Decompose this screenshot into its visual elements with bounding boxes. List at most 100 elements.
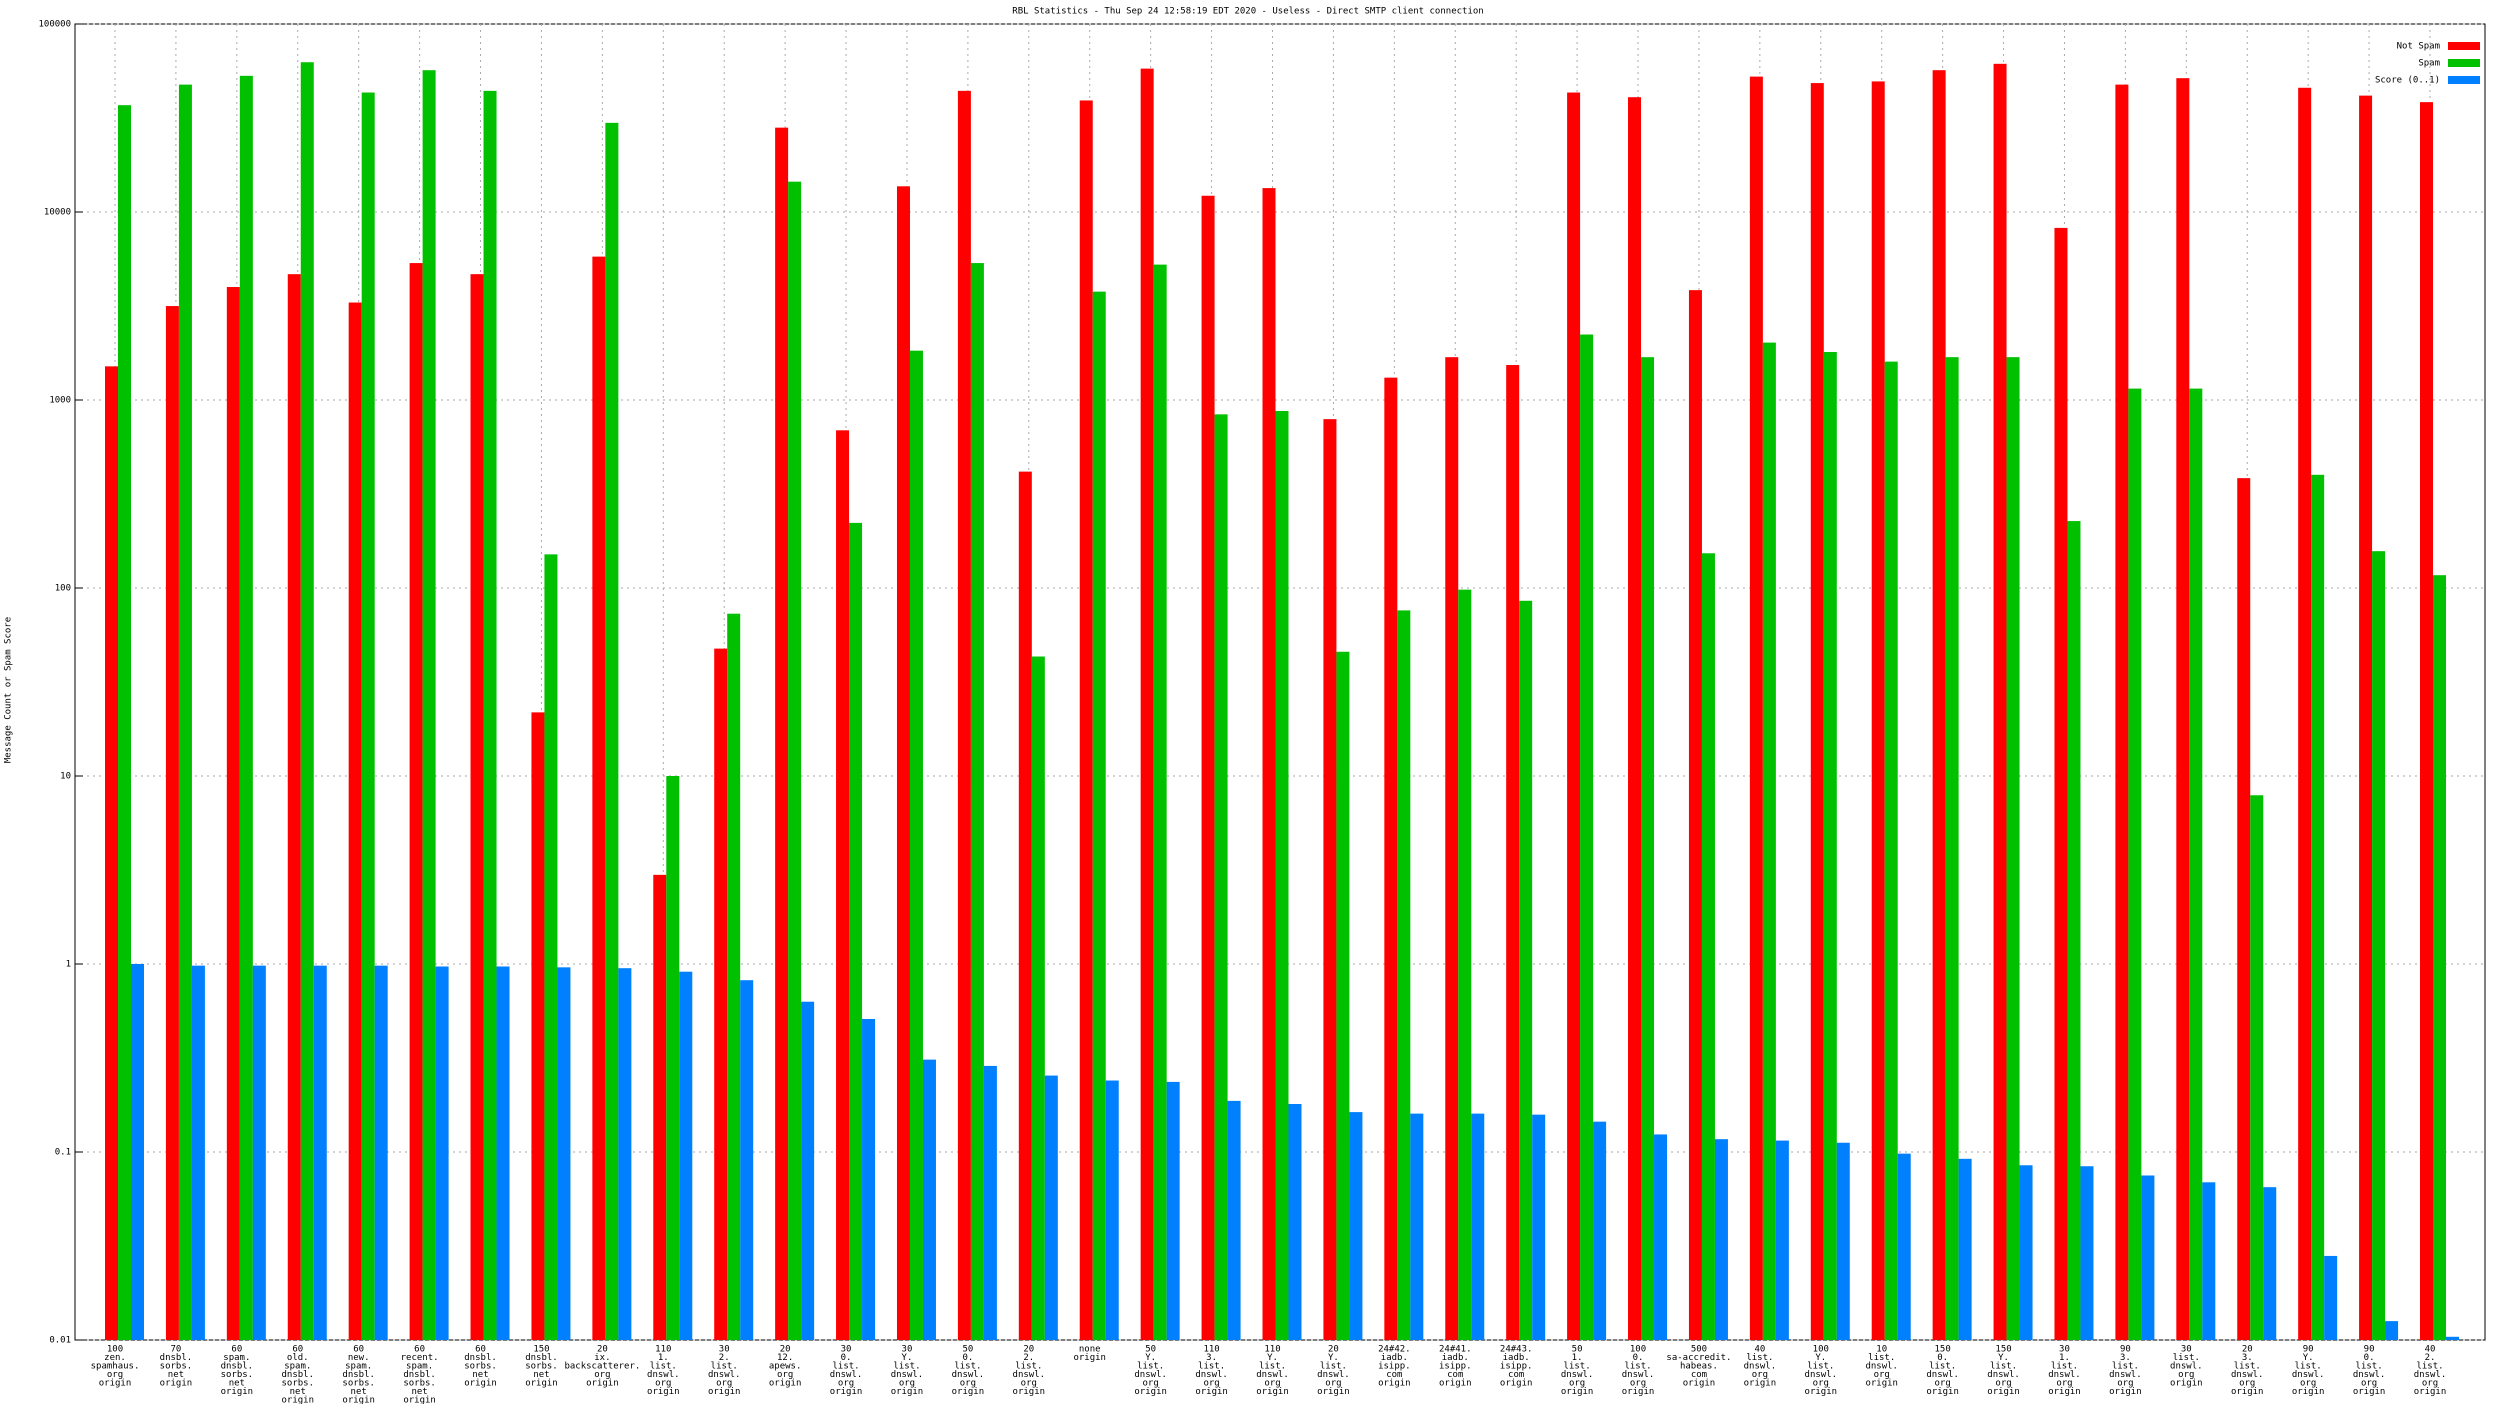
- bar: [1262, 188, 1276, 1341]
- x-tick-label: 1.: [1572, 1353, 1583, 1363]
- x-tick-label: list.: [1929, 1362, 1956, 1372]
- bar: [714, 648, 728, 1340]
- x-tick-label: dnsbl.: [403, 1370, 436, 1380]
- x-tick-label: org: [1569, 1379, 1585, 1389]
- x-tick-label: Y.: [1145, 1353, 1156, 1363]
- bar: [2054, 227, 2068, 1341]
- bar: [409, 263, 423, 1341]
- x-tick-label: list.: [1015, 1362, 1042, 1372]
- x-tick-label: dnswl.: [1195, 1370, 1228, 1380]
- x-tick-label: dnswl.: [1256, 1370, 1289, 1380]
- x-tick-label: org: [2117, 1379, 2133, 1389]
- y-tick-label: 100000: [38, 20, 71, 30]
- bar: [1471, 1113, 1485, 1340]
- bar: [1871, 81, 1885, 1341]
- x-tick-label: org: [1813, 1379, 1829, 1389]
- x-tick-label: org: [1264, 1379, 1280, 1389]
- x-tick-label: com: [1691, 1370, 1707, 1380]
- y-tick-label: 1: [66, 960, 71, 970]
- x-tick-label: 100: [107, 1345, 123, 1355]
- bar: [1384, 377, 1398, 1340]
- x-tick-label: list.: [1564, 1362, 1591, 1372]
- x-tick-label: 30: [719, 1345, 730, 1355]
- bar: [2385, 1321, 2399, 1340]
- x-tick-label: org: [777, 1370, 793, 1380]
- x-tick-label: 30: [902, 1345, 913, 1355]
- bar: [2128, 388, 2142, 1340]
- bar: [618, 968, 632, 1340]
- bar: [1701, 553, 1715, 1340]
- x-tick-label: dnswl.: [2353, 1370, 2386, 1380]
- x-tick-label: isipp.: [1378, 1362, 1411, 1372]
- bar: [2446, 1336, 2459, 1340]
- x-tick-label: origin: [2414, 1387, 2447, 1397]
- x-tick-label: list.: [2051, 1362, 2078, 1372]
- x-tick-label: Y.: [1267, 1353, 1278, 1363]
- x-tick-label: 3.: [2242, 1353, 2253, 1363]
- bar: [1506, 365, 1520, 1341]
- bar: [1593, 1121, 1607, 1340]
- x-tick-label: net: [168, 1370, 184, 1380]
- x-tick-label: origin: [2048, 1387, 2081, 1397]
- bar: [1105, 1080, 1119, 1340]
- bar: [1201, 195, 1215, 1340]
- bar: [679, 971, 693, 1340]
- bar: [544, 554, 558, 1340]
- bar: [483, 90, 497, 1340]
- x-tick-label: org: [1021, 1379, 1037, 1389]
- bar: [1092, 291, 1106, 1340]
- x-tick-label: 24#42.: [1378, 1345, 1411, 1355]
- x-tick-label: org: [838, 1379, 854, 1389]
- bar: [1567, 92, 1581, 1340]
- legend-swatch: [2448, 42, 2480, 50]
- x-tick-label: org: [1203, 1379, 1219, 1389]
- legend-swatch: [2448, 76, 2480, 84]
- bar: [191, 965, 205, 1340]
- y-tick-label: 100: [55, 584, 71, 594]
- x-tick-label: 100: [1813, 1345, 1829, 1355]
- bar: [801, 1001, 815, 1340]
- bar: [836, 430, 850, 1340]
- bar: [557, 967, 571, 1340]
- x-tick-label: 2.: [1023, 1353, 1034, 1363]
- x-tick-label: sorbs.: [282, 1379, 315, 1389]
- x-tick-label: org: [1874, 1370, 1890, 1380]
- x-tick-label: net: [472, 1370, 488, 1380]
- x-tick-label: 60: [231, 1345, 242, 1355]
- bar: [1958, 1158, 1972, 1340]
- x-tick-label: 30: [2181, 1345, 2192, 1355]
- bar: [226, 287, 240, 1340]
- x-tick-label: spam.: [406, 1362, 433, 1372]
- bar: [983, 1065, 997, 1340]
- x-tick-label: 70: [170, 1345, 181, 1355]
- x-tick-label: dnsbl.: [282, 1370, 315, 1380]
- x-tick-label: list.: [893, 1362, 920, 1372]
- x-tick-label: 10: [1876, 1345, 1887, 1355]
- bar: [2141, 1175, 2155, 1340]
- x-tick-label: org: [960, 1379, 976, 1389]
- bar: [361, 92, 375, 1340]
- x-tick-label: 60: [475, 1345, 486, 1355]
- x-tick-label: origin: [2109, 1387, 2142, 1397]
- x-tick-label: origin: [1195, 1387, 1228, 1397]
- bar: [727, 613, 741, 1340]
- x-tick-label: origin: [1256, 1387, 1289, 1397]
- x-tick-label: org: [2178, 1370, 2194, 1380]
- x-tick-label: dnswl.: [1805, 1370, 1838, 1380]
- x-tick-label: dnswl.: [1865, 1362, 1898, 1372]
- y-axis-label: Message Count or Spam Score: [4, 617, 14, 763]
- x-tick-label: list.: [833, 1362, 860, 1372]
- x-tick-label: origin: [2292, 1387, 2325, 1397]
- x-tick-label: dnswl.: [2231, 1370, 2264, 1380]
- x-tick-label: list.: [2112, 1362, 2139, 1372]
- bar: [496, 966, 510, 1340]
- x-tick-label: org: [655, 1379, 671, 1389]
- bar: [788, 181, 802, 1340]
- x-tick-label: list.: [2234, 1362, 2261, 1372]
- x-tick-label: origin: [769, 1379, 802, 1389]
- x-tick-label: dnswl.: [647, 1370, 680, 1380]
- x-tick-label: dnswl.: [1987, 1370, 2020, 1380]
- x-tick-label: dnsbl.: [221, 1362, 254, 1372]
- x-tick-label: 60: [292, 1345, 303, 1355]
- x-tick-label: origin: [647, 1387, 680, 1397]
